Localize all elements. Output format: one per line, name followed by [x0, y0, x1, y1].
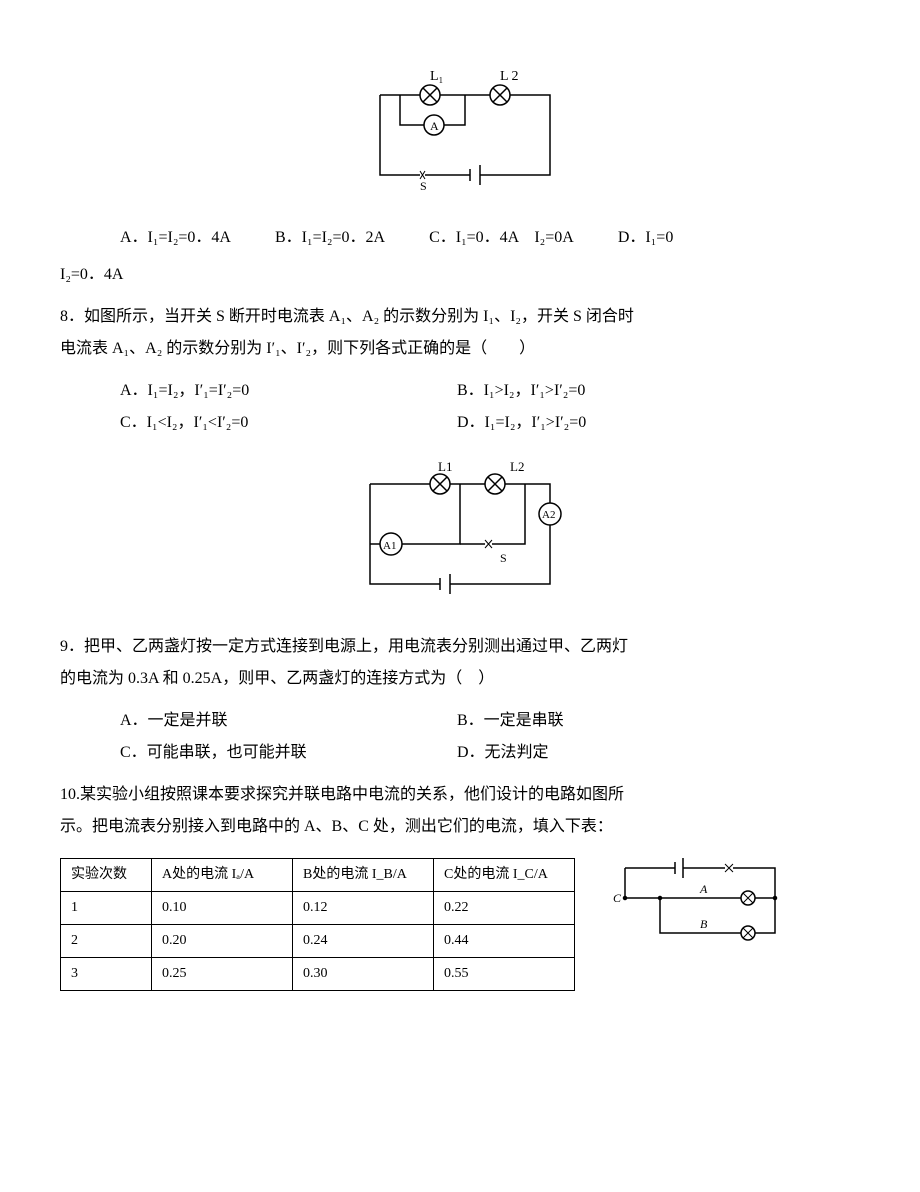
q9-options: A．一定是并联 B．一定是串联 C．可能串联，也可能并联 D．无法判定	[60, 705, 860, 769]
cell: 0.12	[293, 892, 434, 925]
col-header: 实验次数	[61, 859, 152, 892]
q8-option-d: D．I₁=I₂，I′₁>I′₂=0	[457, 407, 790, 439]
label-b: B	[700, 917, 708, 931]
q8-option-b: B．I₁>I₂，I′₁>I′₂=0	[457, 375, 790, 407]
label-a1: A1	[383, 540, 396, 552]
q8-option-a: A．I₁=I₂，I′₁=I′₂=0	[120, 375, 453, 407]
q9-option-a: A．一定是并联	[120, 705, 453, 737]
cell: 3	[61, 958, 152, 991]
q8-circuit-diagram: L1 L2 A1 A2 S	[60, 454, 860, 616]
cell: 1	[61, 892, 152, 925]
col-header: A处的电流 Iₐ/A	[152, 859, 293, 892]
q8-stem: 8．如图所示，当开关 S 断开时电流表 A₁、A₂ 的示数分别为 I₁、I₂，开…	[60, 301, 860, 365]
q8-option-c: C．I₁<I₂，I′₁<I′₂=0	[120, 407, 453, 439]
table-row: 1 0.10 0.12 0.22	[61, 892, 575, 925]
table-row: 3 0.25 0.30 0.55	[61, 958, 575, 991]
table-row: 2 0.20 0.24 0.44	[61, 925, 575, 958]
q10-stem: 10.某实验小组按照课本要求探究并联电路中电流的关系，他们设计的电路如图所 示。…	[60, 779, 860, 843]
cell: 0.55	[434, 958, 575, 991]
q9-stem: 9．把甲、乙两盏灯按一定方式连接到电源上，用电流表分别测出通过甲、乙两灯 的电流…	[60, 631, 860, 695]
q8-stem-line1: 8．如图所示，当开关 S 断开时电流表 A₁、A₂ 的示数分别为 I₁、I₂，开…	[60, 301, 860, 333]
q7-option-b: B．I₁=I₂=0．2A	[275, 222, 385, 254]
label-l2: L 2	[500, 69, 519, 84]
q7-circuit-diagram: L₁ L 2 A S	[60, 55, 860, 207]
q10-stem-line1: 10.某实验小组按照课本要求探究并联电路中电流的关系，他们设计的电路如图所	[60, 779, 860, 811]
label-l2: L2	[510, 459, 524, 474]
table-header-row: 实验次数 A处的电流 Iₐ/A B处的电流 I_B/A C处的电流 I_C/A	[61, 859, 575, 892]
label-a2: A2	[542, 509, 555, 521]
cell: 0.20	[152, 925, 293, 958]
col-header: B处的电流 I_B/A	[293, 859, 434, 892]
label-s: S	[500, 551, 507, 565]
q9-option-b: B．一定是串联	[457, 705, 790, 737]
cell: 0.44	[434, 925, 575, 958]
label-s: S	[420, 179, 427, 193]
label-a: A	[430, 119, 439, 133]
q7-option-c: C．I₁=0．4A I₂=0A	[429, 222, 574, 254]
q9-stem-line2: 的电流为 0.3A 和 0.25A，则甲、乙两盏灯的连接方式为（ ）	[60, 663, 860, 695]
q9-option-d: D．无法判定	[457, 737, 790, 769]
q9-stem-line1: 9．把甲、乙两盏灯按一定方式连接到电源上，用电流表分别测出通过甲、乙两灯	[60, 631, 860, 663]
cell: 0.30	[293, 958, 434, 991]
cell: 0.22	[434, 892, 575, 925]
q7-option-d-p2: I₂=0．4A	[60, 259, 860, 291]
q10-stem-line2: 示。把电流表分别接入到电路中的 A、B、C 处，测出它们的电流，填入下表：	[60, 811, 860, 843]
q8-stem-line2: 电流表 A₁、A₂ 的示数分别为 I′₁、I′₂，则下列各式正确的是（ ）	[60, 333, 860, 365]
q7-option-d-p1: D．I₁=0	[618, 222, 674, 254]
cell: 0.25	[152, 958, 293, 991]
q7-options: A．I₁=I₂=0．4A B．I₁=I₂=0．2A C．I₁=0．4A I₂=0…	[60, 222, 860, 254]
q9-option-c: C．可能串联，也可能并联	[120, 737, 453, 769]
label-l1: L1	[438, 459, 452, 474]
q10-circuit-diagram: C A B	[605, 853, 795, 965]
q8-options: A．I₁=I₂，I′₁=I′₂=0 B．I₁>I₂，I′₁>I′₂=0 C．I₁…	[60, 375, 860, 439]
label-c: C	[613, 891, 622, 905]
q7-option-a: A．I₁=I₂=0．4A	[120, 222, 231, 254]
cell: 0.10	[152, 892, 293, 925]
q10-data-table: 实验次数 A处的电流 Iₐ/A B处的电流 I_B/A C处的电流 I_C/A …	[60, 858, 575, 991]
col-header: C处的电流 I_C/A	[434, 859, 575, 892]
q10-content: 实验次数 A处的电流 Iₐ/A B处的电流 I_B/A C处的电流 I_C/A …	[60, 853, 860, 991]
label-l1: L₁	[430, 69, 443, 84]
cell: 0.24	[293, 925, 434, 958]
label-a: A	[699, 882, 708, 896]
cell: 2	[61, 925, 152, 958]
